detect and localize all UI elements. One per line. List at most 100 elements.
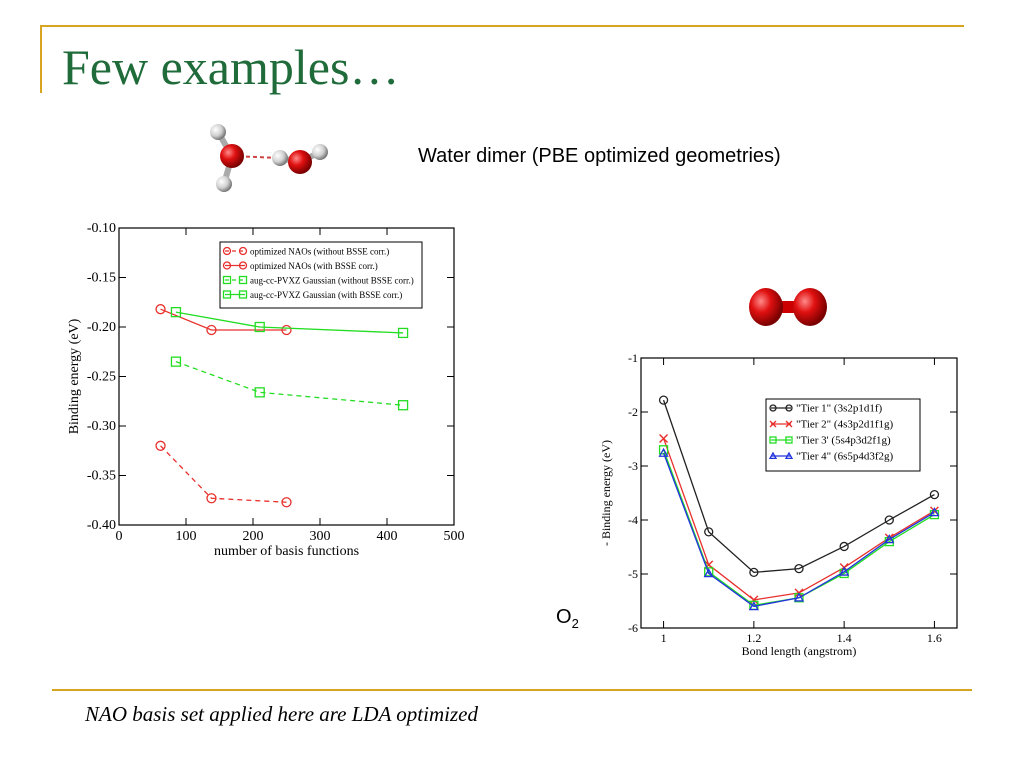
series-line — [662, 449, 935, 607]
footnote: NAO basis set applied here are LDA optim… — [85, 702, 478, 726]
legend-marker — [238, 275, 248, 285]
y-tick-label: -1 — [628, 351, 638, 365]
x-axis-label: number of basis functions — [214, 544, 359, 559]
y-tick-label: -0.20 — [87, 320, 116, 335]
x-tick-label: 400 — [377, 529, 398, 544]
data-point — [155, 304, 166, 315]
legend-marker — [238, 246, 248, 256]
data-point — [749, 567, 759, 578]
data-point — [929, 507, 940, 517]
data-point — [703, 568, 714, 578]
y-tick-label: -0.30 — [87, 419, 116, 434]
y-tick-label: -2 — [628, 405, 638, 419]
top-rule-vertical — [40, 25, 42, 93]
legend-marker — [222, 290, 232, 299]
x-tick-label: 0 — [116, 529, 123, 544]
legend-marker — [238, 261, 248, 270]
plot-frame — [640, 357, 958, 629]
y-tick-label: -0.15 — [87, 271, 116, 286]
legend-label: optimized NAOs (without BSSE corr.) — [250, 247, 389, 257]
data-point — [658, 395, 669, 405]
data-point — [397, 327, 409, 339]
data-point — [170, 307, 182, 318]
y-axis-label: - Binding energy (eV) — [599, 440, 613, 546]
legend-marker — [222, 261, 232, 270]
o2-molecule-image — [749, 288, 827, 326]
water-dimer-chart: 0 100 200 300 400 500 -0.40 -0.35 -0.30 -0.25 -0.2… — [67, 221, 465, 559]
y-tick-label: -0.40 — [87, 518, 116, 533]
legend-marker — [785, 420, 793, 428]
legend-marker — [784, 451, 794, 460]
data-point — [704, 527, 714, 537]
series-line — [175, 361, 404, 406]
data-point — [254, 321, 265, 333]
o2-label-sub: 2 — [571, 616, 579, 631]
y-tick-label: -6 — [628, 621, 638, 635]
data-point — [658, 447, 669, 457]
legend-box — [219, 241, 423, 309]
y-tick-label: -3 — [628, 459, 638, 473]
y-tick-label: -5 — [628, 567, 638, 581]
o2-label-main: O — [556, 606, 572, 628]
y-tick-label: -0.35 — [87, 469, 116, 484]
data-point — [397, 400, 409, 411]
o2-label: O2 — [556, 606, 579, 631]
o2-binding-chart: 1 1.2 1.4 1.6 -6 -5 -4 -3 -2 -1 Bond length (angst… — [599, 351, 958, 658]
data-point — [929, 489, 940, 500]
data-point — [793, 592, 805, 602]
data-point — [659, 433, 669, 443]
legend-label: "Tier 2" (4s3p2d1f1g) — [796, 419, 894, 431]
legend-label: "Tier 4" (6s5p4d3f2g) — [796, 451, 894, 463]
series-line — [175, 311, 404, 334]
legend-box — [765, 398, 921, 472]
x-tick-label: 1.6 — [927, 631, 942, 645]
legend-marker — [222, 246, 232, 256]
data-point — [281, 324, 292, 336]
data-point — [839, 541, 849, 552]
data-point — [884, 534, 895, 544]
x-axis-label: Bond length (angstrom) — [742, 644, 857, 658]
series-line — [662, 399, 935, 574]
water-dimer-image — [210, 124, 328, 192]
series-line — [662, 452, 935, 608]
top-rule — [40, 25, 964, 27]
legend-marker — [769, 436, 777, 444]
legend-label: aug-cc-PVXZ Gaussian (with BSSE corr.) — [250, 290, 402, 300]
x-tick-label: 1.2 — [746, 631, 761, 645]
x-tick-label: 1 — [661, 631, 667, 645]
data-point — [206, 493, 217, 504]
data-point — [155, 440, 166, 451]
legend-marker — [785, 404, 793, 412]
y-axis-label: Binding energy (eV) — [67, 318, 82, 434]
slide-subtitle: Water dimer (PBE optimized geometries) — [418, 145, 781, 167]
legend-label: "Tier 1" (3s2p1d1f) — [796, 403, 883, 415]
data-point — [748, 601, 759, 611]
data-point — [206, 324, 217, 336]
legend-marker — [222, 275, 232, 285]
legend-marker — [238, 290, 248, 299]
x-tick-label: 300 — [310, 529, 331, 544]
y-tick-label: -4 — [628, 513, 638, 527]
legend-label: optimized NAOs (with BSSE corr.) — [250, 261, 378, 271]
x-tick-label: 1.4 — [837, 631, 852, 645]
legend-marker — [768, 451, 778, 460]
data-point — [884, 515, 894, 525]
y-tick-label: -0.10 — [87, 221, 116, 236]
x-tick-label: 200 — [243, 529, 264, 544]
x-tick-label: 500 — [444, 529, 465, 544]
legend-marker — [785, 436, 793, 444]
data-point — [839, 566, 850, 576]
y-tick-label: -0.25 — [87, 370, 116, 385]
data-point — [254, 387, 265, 398]
slide-title: Few examples… — [62, 39, 400, 95]
legend-label: "Tier 3' (5s4p3d2f1g) — [796, 435, 891, 447]
data-point — [704, 567, 714, 577]
data-point — [794, 563, 804, 574]
legend-marker — [769, 420, 777, 428]
x-tick-label: 100 — [176, 529, 197, 544]
data-point — [281, 497, 292, 508]
legend-marker — [769, 404, 777, 412]
data-point — [170, 356, 182, 367]
bottom-rule — [52, 689, 972, 691]
legend-label: aug-cc-PVXZ Gaussian (without BSSE corr.… — [250, 276, 414, 286]
